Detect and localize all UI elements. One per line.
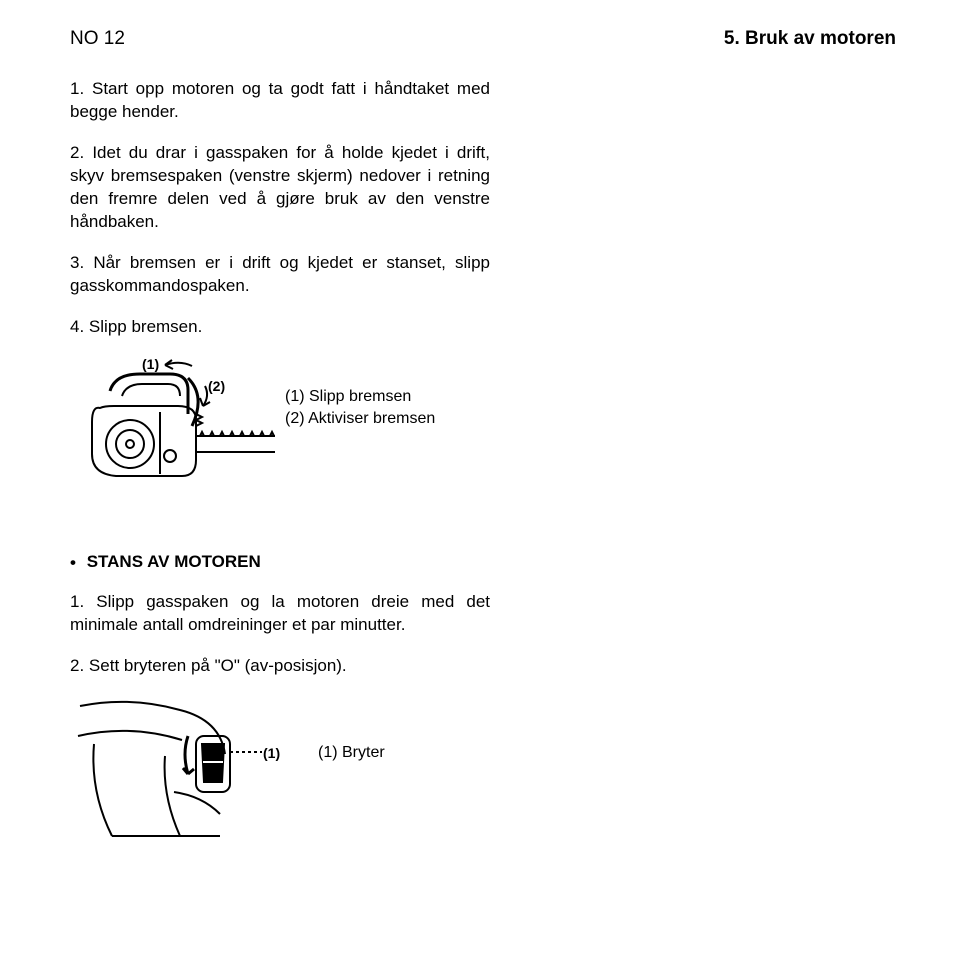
switch-icon xyxy=(70,696,310,846)
stop-section-title-text: STANS AV MOTOREN xyxy=(87,552,261,571)
chainsaw-icon xyxy=(70,356,280,496)
figure1-legend: (1) Slipp bremsen (2) Aktiviser bremsen xyxy=(285,386,435,429)
stop-section: • STANS AV MOTOREN 1. Slipp gasspaken og… xyxy=(70,552,490,677)
instruction-2-text: Idet du drar i gasspaken for å holde kje… xyxy=(70,143,490,231)
instruction-2: 2. Idet du drar i gasspaken for å holde … xyxy=(70,142,490,234)
instruction-4: 4. Slipp bremsen. xyxy=(70,316,490,339)
stop-instruction-1-num: 1. xyxy=(70,592,84,611)
instruction-2-num: 2. xyxy=(70,143,84,162)
instructions-block: 1. Start opp motoren og ta godt fatt i h… xyxy=(70,78,490,338)
header-row: NO 12 5. Bruk av motoren xyxy=(70,28,896,50)
figure1-callout-1: (1) xyxy=(142,356,159,372)
page-id: NO 12 xyxy=(70,28,125,50)
figure-switch: (1) (1) Bryter xyxy=(70,696,896,866)
bullet-icon: • xyxy=(70,553,76,573)
figure2-legend: (1) Bryter xyxy=(318,744,385,762)
stop-instruction-2-num: 2. xyxy=(70,656,84,675)
figure-chainsaw: (1) (2) xyxy=(70,356,896,496)
figure1-legend-2: (2) Aktiviser bremsen xyxy=(285,408,435,430)
figure2-legend-1: (1) Bryter xyxy=(318,744,385,761)
stop-section-title: • STANS AV MOTOREN xyxy=(70,552,490,573)
instruction-1-text: Start opp motoren og ta godt fatt i hånd… xyxy=(70,79,490,121)
section-title: 5. Bruk av motoren xyxy=(724,28,896,50)
stop-instruction-1: 1. Slipp gasspaken og la motoren dreie m… xyxy=(70,591,490,637)
instruction-1-num: 1. xyxy=(70,79,84,98)
figure1-legend-1: (1) Slipp bremsen xyxy=(285,386,435,408)
instruction-3-text: Når bremsen er i drift og kjedet er stan… xyxy=(70,253,490,295)
stop-instruction-2-text: Sett bryteren på "O" (av-posisjon). xyxy=(89,656,347,675)
instruction-4-num: 4. xyxy=(70,317,84,336)
stop-instruction-2: 2. Sett bryteren på "O" (av-posisjon). xyxy=(70,655,490,678)
instruction-1: 1. Start opp motoren og ta godt fatt i h… xyxy=(70,78,490,124)
instruction-3-num: 3. xyxy=(70,253,84,272)
figure2-callout-1: (1) xyxy=(263,745,280,761)
instruction-4-text: Slipp bremsen. xyxy=(89,317,202,336)
instruction-3: 3. Når bremsen er i drift og kjedet er s… xyxy=(70,252,490,298)
stop-instruction-1-text: Slipp gasspaken og la motoren dreie med … xyxy=(70,592,490,634)
figure1-callout-2: (2) xyxy=(208,378,225,394)
